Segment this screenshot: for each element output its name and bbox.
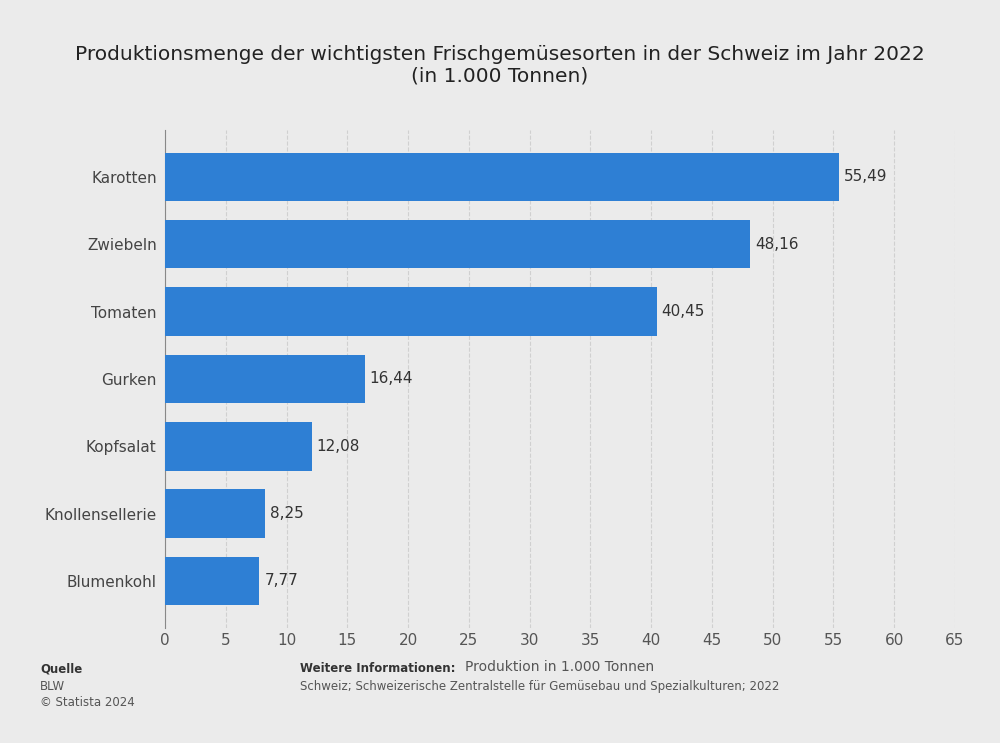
Bar — [165, 152, 839, 201]
Text: Quelle: Quelle — [40, 663, 82, 675]
Bar — [165, 422, 312, 470]
Bar — [165, 288, 657, 336]
Text: 12,08: 12,08 — [317, 439, 360, 454]
X-axis label: Produktion in 1.000 Tonnen: Produktion in 1.000 Tonnen — [465, 660, 655, 673]
Text: © Statista 2024: © Statista 2024 — [40, 696, 135, 709]
Bar — [165, 354, 365, 403]
Text: 40,45: 40,45 — [661, 304, 705, 319]
Bar — [165, 557, 259, 606]
Text: 8,25: 8,25 — [270, 506, 304, 521]
Text: 55,49: 55,49 — [844, 169, 888, 184]
Bar — [165, 490, 265, 538]
Text: 16,44: 16,44 — [370, 372, 413, 386]
Text: 7,77: 7,77 — [264, 574, 298, 588]
Text: Produktionsmenge der wichtigsten Frischgemüsesorten in der Schweiz im Jahr 2022
: Produktionsmenge der wichtigsten Frischg… — [75, 45, 925, 85]
Text: BLW: BLW — [40, 680, 65, 692]
Text: Schweiz; Schweizerische Zentralstelle für Gemüsebau und Spezialkulturen; 2022: Schweiz; Schweizerische Zentralstelle fü… — [300, 680, 779, 692]
Bar — [165, 220, 750, 268]
Text: 48,16: 48,16 — [755, 237, 799, 252]
Text: Weitere Informationen:: Weitere Informationen: — [300, 663, 456, 675]
